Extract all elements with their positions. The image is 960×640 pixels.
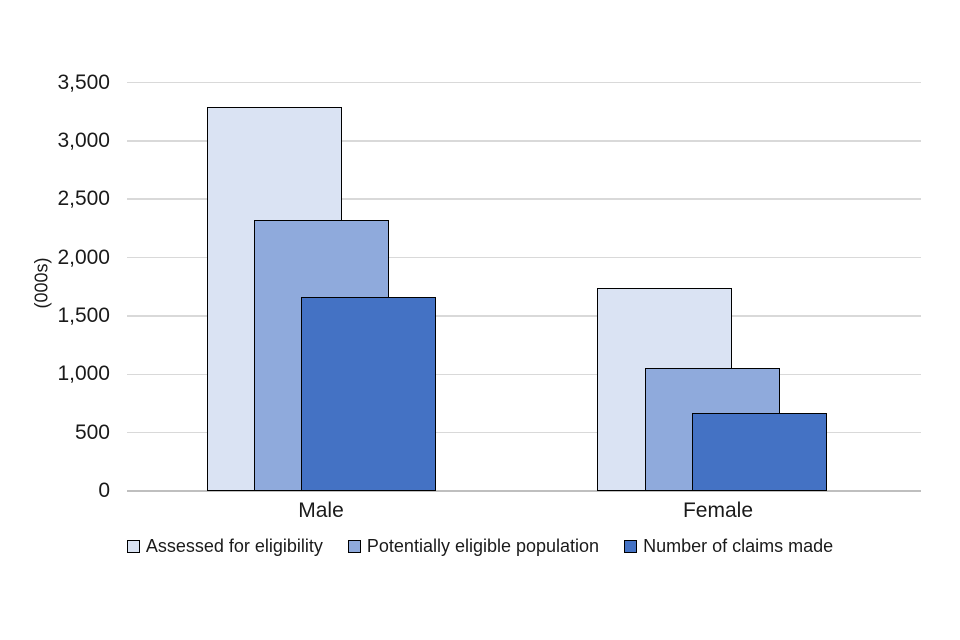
y-tick-label: 2,000 <box>57 245 110 269</box>
y-tick-label: 500 <box>74 420 110 444</box>
gridline <box>127 256 921 259</box>
y-tick-label: 1,500 <box>57 303 110 327</box>
y-tick-label: 3,000 <box>57 128 110 152</box>
bar-male-number-of-claims-made <box>301 297 437 491</box>
legend-label: Potentially eligible population <box>366 536 600 556</box>
legend: Assessed for eligibility Potentially elig… <box>0 536 960 556</box>
y-tick-label: 1,000 <box>57 362 110 386</box>
legend-item-potentially-eligible-population: Potentially eligible population <box>347 536 600 556</box>
y-tick-label: 2,500 <box>57 187 110 211</box>
legend-label: Number of claims made <box>643 536 834 556</box>
legend-item-number-of-claims-made: Number of claims made <box>624 536 833 556</box>
gridline <box>127 431 921 434</box>
legend-item-assessed-for-eligibility: Assessed for eligibility <box>126 536 323 556</box>
x-category-label-male: Male <box>298 499 344 522</box>
legend-label: Assessed for eligibility <box>145 536 323 556</box>
y-tick-label: 0 <box>98 479 110 502</box>
legend-swatch-icon <box>347 539 361 553</box>
y-tick-label: 3,500 <box>57 70 110 94</box>
x-category-label-female: Female <box>682 499 754 522</box>
legend-swatch-icon <box>126 539 140 553</box>
gridline <box>127 81 921 84</box>
gridline <box>127 140 921 142</box>
gridline <box>127 373 921 376</box>
bar-female-number-of-claims-made <box>691 412 827 491</box>
gridline <box>127 315 921 317</box>
legend-swatch-icon <box>624 539 638 553</box>
gridline <box>127 198 921 200</box>
x-axis-line <box>127 490 921 492</box>
